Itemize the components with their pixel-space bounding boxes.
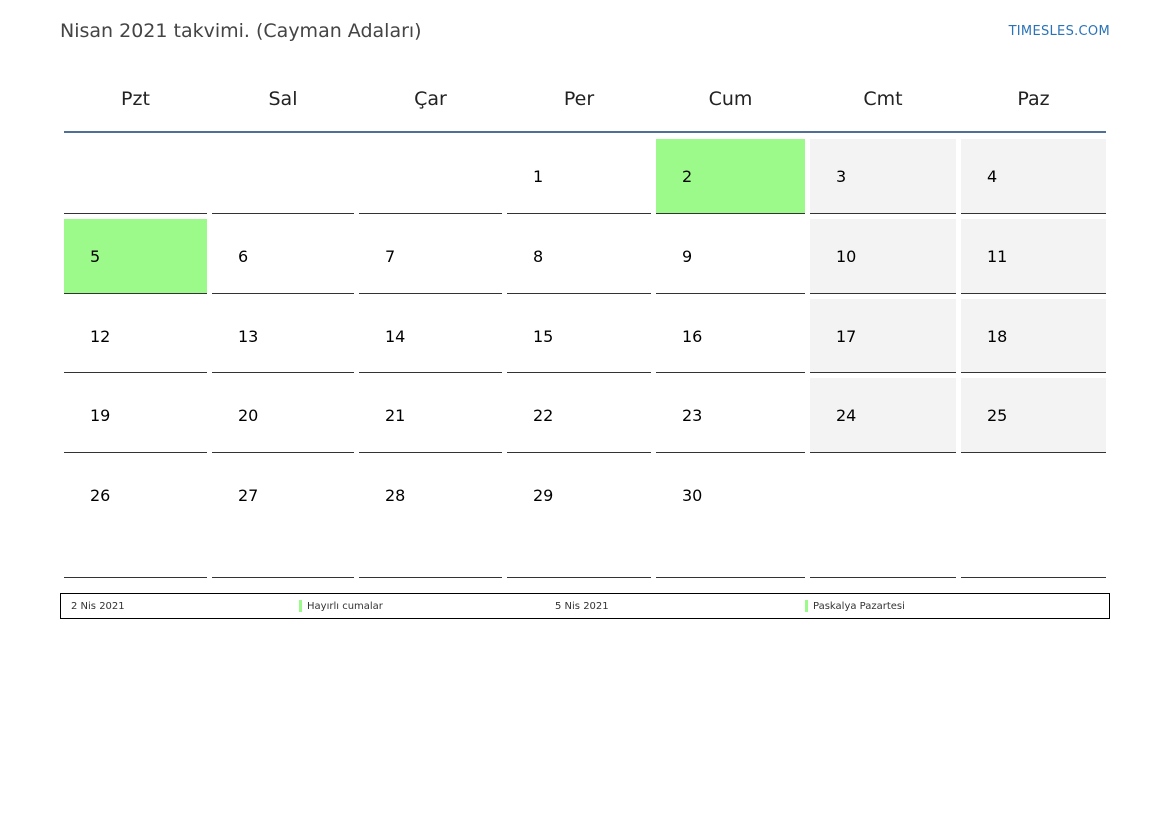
legend-holiday-name: Hayırlı cumalar bbox=[307, 601, 383, 612]
day-cell[interactable]: 1 bbox=[507, 139, 651, 214]
day-cell[interactable]: 11 bbox=[961, 219, 1106, 294]
day-cell[interactable]: 24 bbox=[810, 378, 956, 453]
page-title: Nisan 2021 takvimi. (Cayman Adaları) bbox=[60, 20, 422, 42]
day-cell[interactable]: 8 bbox=[507, 219, 651, 294]
day-number: 23 bbox=[682, 406, 703, 425]
day-number: 22 bbox=[533, 406, 554, 425]
weekday-header: Per bbox=[563, 88, 595, 110]
day-number: 5 bbox=[90, 247, 101, 266]
day-number: 29 bbox=[533, 486, 554, 505]
day-number: 30 bbox=[682, 486, 703, 505]
day-cell[interactable]: 27 bbox=[212, 458, 354, 578]
empty-day-cell bbox=[961, 458, 1106, 578]
day-cell[interactable]: 28 bbox=[359, 458, 502, 578]
day-number: 14 bbox=[385, 327, 406, 346]
day-number: 25 bbox=[987, 406, 1008, 425]
day-cell[interactable]: 6 bbox=[212, 219, 354, 294]
weekday-header: Pzt bbox=[121, 88, 150, 110]
day-cell[interactable]: 26 bbox=[64, 458, 207, 578]
day-cell[interactable]: 25 bbox=[961, 378, 1106, 453]
day-number: 12 bbox=[90, 327, 111, 346]
day-cell[interactable]: 16 bbox=[656, 299, 805, 373]
day-number: 16 bbox=[682, 327, 703, 346]
day-number: 13 bbox=[238, 327, 259, 346]
legend-holiday-name: Paskalya Pazartesi bbox=[813, 601, 905, 612]
empty-day-cell bbox=[64, 139, 207, 214]
day-cell[interactable]: 2 bbox=[656, 139, 805, 214]
day-cell[interactable]: 12 bbox=[64, 299, 207, 373]
day-cell[interactable]: 15 bbox=[507, 299, 651, 373]
day-cell[interactable]: 7 bbox=[359, 219, 502, 294]
day-cell[interactable]: 14 bbox=[359, 299, 502, 373]
legend-color-swatch bbox=[805, 600, 808, 612]
day-number: 20 bbox=[238, 406, 259, 425]
day-number: 19 bbox=[90, 406, 111, 425]
day-cell[interactable]: 3 bbox=[810, 139, 956, 214]
day-number: 9 bbox=[682, 247, 693, 266]
day-cell[interactable]: 17 bbox=[810, 299, 956, 373]
day-cell[interactable]: 4 bbox=[961, 139, 1106, 214]
day-number: 7 bbox=[385, 247, 396, 266]
day-number: 2 bbox=[682, 167, 693, 186]
day-cell[interactable]: 23 bbox=[656, 378, 805, 453]
day-number: 28 bbox=[385, 486, 406, 505]
day-number: 18 bbox=[987, 327, 1008, 346]
day-cell[interactable]: 13 bbox=[212, 299, 354, 373]
day-cell[interactable]: 29 bbox=[507, 458, 651, 578]
legend-date: 5 Nis 2021 bbox=[555, 601, 609, 612]
empty-day-cell bbox=[359, 139, 502, 214]
holiday-legend: 2 Nis 2021 Hayırlı cumalar 5 Nis 2021 Pa… bbox=[60, 593, 1110, 619]
day-number: 1 bbox=[533, 167, 544, 186]
day-number: 10 bbox=[836, 247, 857, 266]
day-cell[interactable]: 5 bbox=[64, 219, 207, 294]
weekday-header: Çar bbox=[414, 88, 447, 110]
day-cell[interactable]: 22 bbox=[507, 378, 651, 453]
day-number: 26 bbox=[90, 486, 111, 505]
day-number: 24 bbox=[836, 406, 857, 425]
weekday-header: Paz bbox=[1017, 88, 1050, 110]
header-divider bbox=[64, 131, 1106, 133]
day-number: 4 bbox=[987, 167, 998, 186]
day-cell[interactable]: 9 bbox=[656, 219, 805, 294]
day-cell[interactable]: 10 bbox=[810, 219, 956, 294]
day-cell[interactable]: 21 bbox=[359, 378, 502, 453]
empty-day-cell bbox=[212, 139, 354, 214]
day-cell[interactable]: 19 bbox=[64, 378, 207, 453]
legend-color-swatch bbox=[299, 600, 302, 612]
day-cell[interactable]: 18 bbox=[961, 299, 1106, 373]
site-link[interactable]: TIMESLES.COM bbox=[1008, 24, 1110, 39]
day-number: 17 bbox=[836, 327, 857, 346]
legend-date: 2 Nis 2021 bbox=[71, 601, 125, 612]
empty-day-cell bbox=[810, 458, 956, 578]
day-number: 15 bbox=[533, 327, 554, 346]
day-number: 6 bbox=[238, 247, 249, 266]
weekday-header: Sal bbox=[268, 88, 298, 110]
day-number: 11 bbox=[987, 247, 1008, 266]
day-number: 3 bbox=[836, 167, 847, 186]
weekday-header-row: Pzt Sal Çar Per Cum Cmt Paz bbox=[64, 78, 1106, 132]
day-cell[interactable]: 20 bbox=[212, 378, 354, 453]
day-number: 21 bbox=[385, 406, 406, 425]
day-number: 27 bbox=[238, 486, 259, 505]
day-cell[interactable]: 30 bbox=[656, 458, 805, 578]
day-number: 8 bbox=[533, 247, 544, 266]
weekday-header: Cmt bbox=[863, 88, 903, 110]
weekday-header: Cum bbox=[708, 88, 753, 110]
